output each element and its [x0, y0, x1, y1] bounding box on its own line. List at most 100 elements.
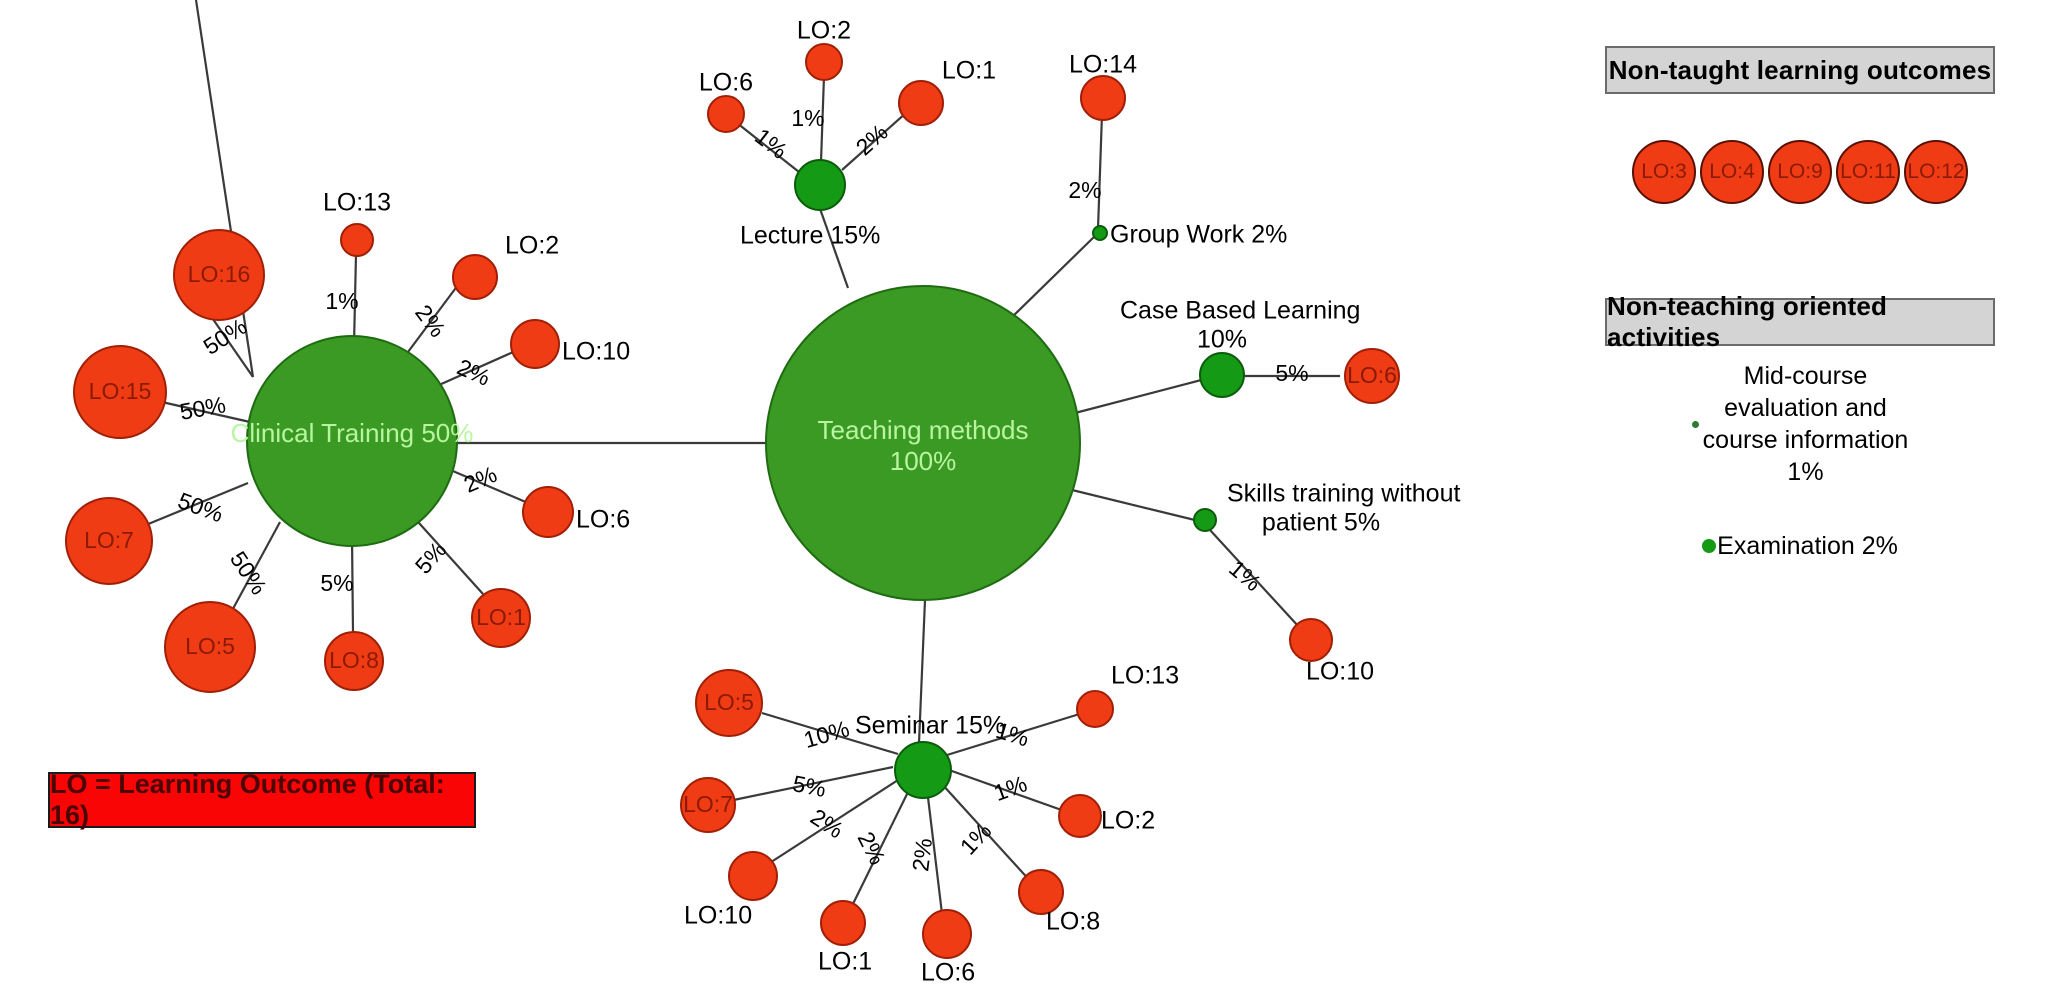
lo-node-clinical-lo8[interactable] [324, 631, 384, 691]
edge-label-seminar-lo8: 1% [955, 818, 997, 860]
lo-node-seminar-lo7[interactable] [680, 777, 736, 833]
legend-non-taught-circles: LO:3 LO:4 LO:9 LO:11 LO:12 [1605, 140, 1995, 206]
legend-lo-circle-9[interactable]: LO:9 [1768, 140, 1832, 204]
edge-clinical-lo10 [429, 347, 521, 391]
lo-node-lecture-lo2[interactable] [805, 43, 843, 81]
legend-non-teaching-title: Non-teaching oriented activities [1607, 291, 1888, 352]
node-seminar[interactable] [894, 741, 952, 799]
edge-lecture-lo1 [841, 111, 908, 171]
edge-seminar-lo8 [940, 782, 1033, 884]
lo-node-clinical-lo1-label: LO:1 [476, 604, 526, 630]
node-clinical-training-label: Clinical Training 50% [231, 418, 474, 448]
node-case-based-learning[interactable] [1199, 352, 1245, 398]
edge-clinical-lo1 [409, 512, 484, 595]
activity-item-midcourse-text: Mid-course evaluation and course informa… [1703, 360, 1909, 488]
activity-item-examination[interactable]: Examination 2% [1605, 530, 1995, 562]
lo-node-clinical-lo1[interactable] [471, 588, 531, 648]
lo-node-casebased-lo6[interactable] [1344, 348, 1400, 404]
lo-node-clinical-lo15[interactable] [73, 345, 167, 439]
node-seminar-label: Seminar 15% [855, 712, 1005, 740]
edge-label-clinical-lo1: 5% [410, 537, 451, 579]
activity-midcourse-line2: evaluation and [1724, 394, 1887, 422]
node-teaching-methods[interactable] [765, 285, 1081, 601]
edge-seminar-lo2 [948, 768, 1071, 815]
skills-cluster-nodes: LO:10 [1289, 618, 1374, 686]
lo-node-clinical-lo5-label: LO:5 [185, 633, 235, 659]
lo-node-clinical-lo16[interactable] [173, 229, 265, 321]
edge-root-lecture [816, 202, 850, 289]
legend-lo-circle-3[interactable]: LO:3 [1632, 140, 1696, 204]
legend-lo-circle-12[interactable]: LO:12 [1904, 140, 1968, 204]
node-lecture-label: Lecture 15% [740, 222, 880, 250]
edge-clinical-lo16 [194, 0, 255, 378]
edge-label-seminar-lo5: 10% [801, 715, 852, 753]
lo-node-clinical-lo2-label: LO:2 [505, 232, 559, 260]
lo-node-clinical-lo5[interactable] [164, 601, 256, 693]
lo-node-seminar-lo13-label: LO:13 [1111, 662, 1179, 690]
seminar-cluster-nodes: LO:5 LO:7 LO:10 LO:1 LO:6 LO:8 LO:2 LO:1… [680, 662, 1179, 987]
node-case-based-label-line1: Case Based Learning [1120, 297, 1360, 325]
lo-node-seminar-lo1-label: LO:1 [818, 948, 872, 976]
legend-lo-circle-11[interactable]: LO:11 [1836, 140, 1900, 204]
lo-node-groupwork-lo14-label: LO:14 [1069, 51, 1137, 79]
lo-node-clinical-lo10[interactable] [510, 319, 560, 369]
edge-root-groupwork [1008, 235, 1096, 321]
lo-node-groupwork-lo14[interactable] [1080, 75, 1126, 121]
edge-label-seminar-lo7: 5% [791, 770, 829, 802]
lo-node-clinical-lo13[interactable] [340, 223, 374, 257]
lo-node-clinical-lo8-label: LO:8 [329, 647, 379, 673]
lecture-cluster-nodes: LO:6 LO:2 LO:1 [699, 17, 996, 133]
lo-node-skills-lo10[interactable] [1289, 618, 1333, 662]
edge-label-lecture-lo1: 2% [851, 119, 893, 161]
lo-node-seminar-lo5[interactable] [695, 669, 763, 737]
lo-node-seminar-lo13[interactable] [1076, 690, 1114, 728]
edge-label-groupwork-lo14: 2% [1068, 177, 1101, 203]
legend-lo-circle-4[interactable]: LO:4 [1700, 140, 1764, 204]
node-group-work[interactable] [1092, 225, 1108, 241]
lo-node-lecture-lo2-label: LO:2 [797, 17, 851, 45]
clinical-cluster-nodes: LO:16 LO:15 LO:7 LO:5 LO:8 LO:1 LO:6 LO:… [65, 189, 630, 693]
midcourse-dot-icon [1691, 420, 1699, 428]
lo-node-lecture-lo6[interactable] [707, 95, 745, 133]
groupwork-cluster-nodes: LO:14 [1069, 51, 1137, 121]
node-skills-training[interactable] [1193, 508, 1217, 532]
lo-node-clinical-lo7[interactable] [65, 497, 153, 585]
edge-clinical-lo15 [152, 398, 251, 424]
edge-label-clinical-lo15: 50% [178, 391, 228, 425]
edge-clinical-lo7 [140, 481, 249, 529]
edge-skills-lo10 [1209, 529, 1300, 628]
lo-node-seminar-lo2[interactable] [1058, 794, 1102, 838]
edges-layer [140, 0, 1340, 923]
edge-clinical-lo2 [401, 276, 465, 361]
lo-node-seminar-lo6[interactable] [922, 909, 972, 959]
lo-node-seminar-lo10[interactable] [728, 851, 778, 901]
activity-midcourse-line3: course information [1702, 426, 1909, 454]
edge-label-clinical-lo6: 2% [460, 461, 501, 498]
edge-label-clinical-lo2: 2% [410, 300, 451, 342]
lo-node-clinical-lo6[interactable] [522, 486, 574, 538]
node-teaching-methods-label-line1: Teaching methods [817, 415, 1028, 445]
lo-node-clinical-lo2[interactable] [452, 254, 498, 300]
node-lecture[interactable] [794, 159, 846, 211]
node-clinical-training[interactable] [246, 335, 458, 547]
lo-node-seminar-lo1[interactable] [820, 900, 866, 946]
lo-node-clinical-lo13-label: LO:13 [323, 189, 391, 217]
edge-label-clinical-lo10: 2% [453, 354, 494, 391]
lo-node-seminar-lo7-label: LO:7 [683, 791, 733, 817]
legend-non-teaching-header: Non-teaching oriented activities [1605, 291, 1995, 352]
casebased-cluster-nodes: LO:6 [1344, 348, 1400, 404]
lo-node-clinical-lo7-label: LO:7 [84, 527, 134, 553]
activity-item-midcourse[interactable]: Mid-course evaluation and course informa… [1605, 360, 1995, 488]
activity-midcourse-line4: 1% [1787, 458, 1824, 486]
edge-groupwork-lo14 [1096, 113, 1104, 230]
lo-node-lecture-lo1[interactable] [898, 80, 944, 126]
edge-seminar-lo1 [848, 787, 911, 913]
edge-clinical-lo13 [352, 253, 358, 346]
lo-node-seminar-lo10-label: LO:10 [684, 902, 752, 930]
legend-lo-circle-4-label: LO:4 [1709, 160, 1755, 183]
edge-root-casebased [1074, 376, 1210, 415]
edge-label-clinical-lo7: 50% [175, 487, 227, 527]
lo-node-clinical-lo15-label: LO:15 [89, 378, 152, 404]
lo-node-seminar-lo8[interactable] [1018, 869, 1064, 915]
